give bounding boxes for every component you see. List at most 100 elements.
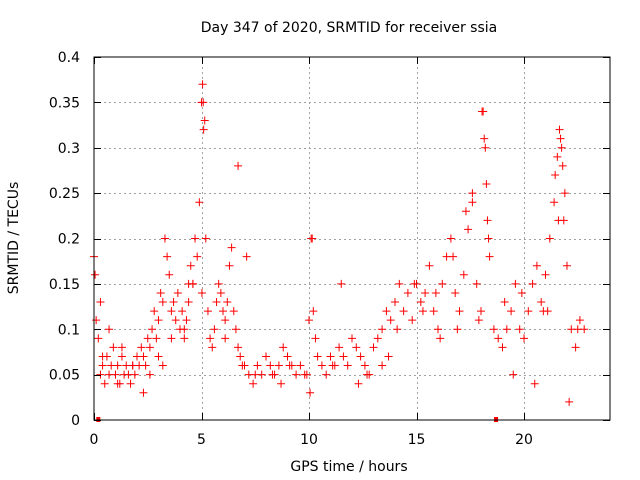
- data-point: [212, 298, 221, 307]
- data-point: [573, 325, 582, 334]
- data-point: [163, 252, 172, 261]
- data-point: [253, 361, 262, 370]
- data-point: [117, 343, 126, 352]
- data-point: [225, 261, 234, 270]
- data-point: [425, 261, 434, 270]
- data-point: [489, 325, 498, 334]
- data-point: [178, 307, 187, 316]
- data-point: [421, 288, 430, 297]
- data-point: [139, 388, 148, 397]
- data-point: [182, 316, 191, 325]
- data-point: [563, 261, 571, 270]
- data-point: [249, 379, 258, 388]
- data-point: [139, 352, 148, 361]
- data-point: [234, 161, 243, 170]
- x-tick-label: 10: [300, 432, 318, 448]
- data-point: [550, 198, 559, 207]
- data-point: [408, 316, 417, 325]
- data-point: [167, 307, 176, 316]
- data-points: [90, 80, 589, 406]
- data-point: [156, 288, 165, 297]
- data-point: [231, 325, 240, 334]
- data-point: [474, 316, 483, 325]
- data-point: [208, 343, 217, 352]
- data-point: [459, 270, 468, 279]
- data-point: [302, 370, 311, 379]
- data-point: [126, 379, 135, 388]
- y-tick-label: 0.3: [58, 141, 80, 157]
- data-point: [229, 307, 238, 316]
- data-point: [130, 370, 139, 379]
- y-tick-label: 0: [71, 413, 80, 429]
- data-point: [502, 325, 511, 334]
- data-point: [141, 361, 150, 370]
- data-point: [373, 334, 382, 343]
- data-point: [283, 352, 292, 361]
- y-tick-label: 0.35: [49, 95, 80, 111]
- data-point: [453, 325, 462, 334]
- data-point: [545, 234, 554, 243]
- data-point: [537, 298, 546, 307]
- data-point: [227, 243, 236, 252]
- data-point: [308, 234, 317, 243]
- y-tick-label: 0.05: [49, 368, 80, 384]
- data-point: [541, 270, 550, 279]
- data-point: [143, 334, 152, 343]
- data-point: [210, 325, 219, 334]
- data-point: [369, 343, 378, 352]
- data-point: [223, 298, 232, 307]
- data-point: [268, 370, 277, 379]
- data-point: [494, 334, 503, 343]
- data-point: [279, 343, 288, 352]
- data-point: [109, 343, 118, 352]
- data-point: [184, 279, 193, 288]
- y-tick-label: 0.4: [58, 50, 80, 66]
- grid-lines: [94, 57, 610, 420]
- data-point: [553, 152, 562, 161]
- data-point: [158, 361, 167, 370]
- data-point: [266, 361, 275, 370]
- data-point: [184, 298, 193, 307]
- data-point: [148, 325, 157, 334]
- data-point: [145, 370, 154, 379]
- data-point: [551, 170, 560, 179]
- data-point: [468, 189, 477, 198]
- data-point: [98, 361, 107, 370]
- data-point: [436, 334, 445, 343]
- data-point: [158, 298, 167, 307]
- data-point: [481, 143, 490, 152]
- data-point: [446, 234, 455, 243]
- data-point: [160, 234, 169, 243]
- data-point: [352, 343, 361, 352]
- data-point: [191, 234, 200, 243]
- y-tick-label: 0.15: [49, 277, 80, 293]
- data-point: [240, 361, 249, 370]
- data-point: [339, 352, 348, 361]
- data-point: [575, 316, 584, 325]
- data-point: [292, 370, 301, 379]
- data-point: [560, 189, 569, 198]
- data-point: [309, 307, 318, 316]
- data-point: [113, 379, 122, 388]
- data-point: [556, 134, 565, 143]
- data-point: [356, 352, 365, 361]
- x-tick-label: 20: [515, 432, 533, 448]
- x-tick-label: 0: [90, 432, 99, 448]
- data-point: [395, 279, 404, 288]
- data-point: [451, 288, 460, 297]
- data-point: [306, 388, 315, 397]
- data-point: [128, 361, 137, 370]
- data-point: [251, 370, 260, 379]
- x-tick-label: 5: [197, 432, 206, 448]
- data-point: [429, 307, 438, 316]
- y-tick-labels: 0 0.05 0.1 0.15 0.2 0.25 0.3 0.35 0.4: [49, 50, 80, 429]
- x-tick-label: 15: [408, 432, 426, 448]
- data-point: [482, 180, 491, 189]
- data-point: [468, 198, 477, 207]
- data-point: [313, 352, 322, 361]
- data-point: [150, 307, 159, 316]
- data-point: [384, 352, 393, 361]
- data-point: [137, 343, 146, 352]
- data-point: [274, 361, 283, 370]
- chart-title: Day 347 of 2020, SRMTID for receiver ssi…: [201, 20, 497, 36]
